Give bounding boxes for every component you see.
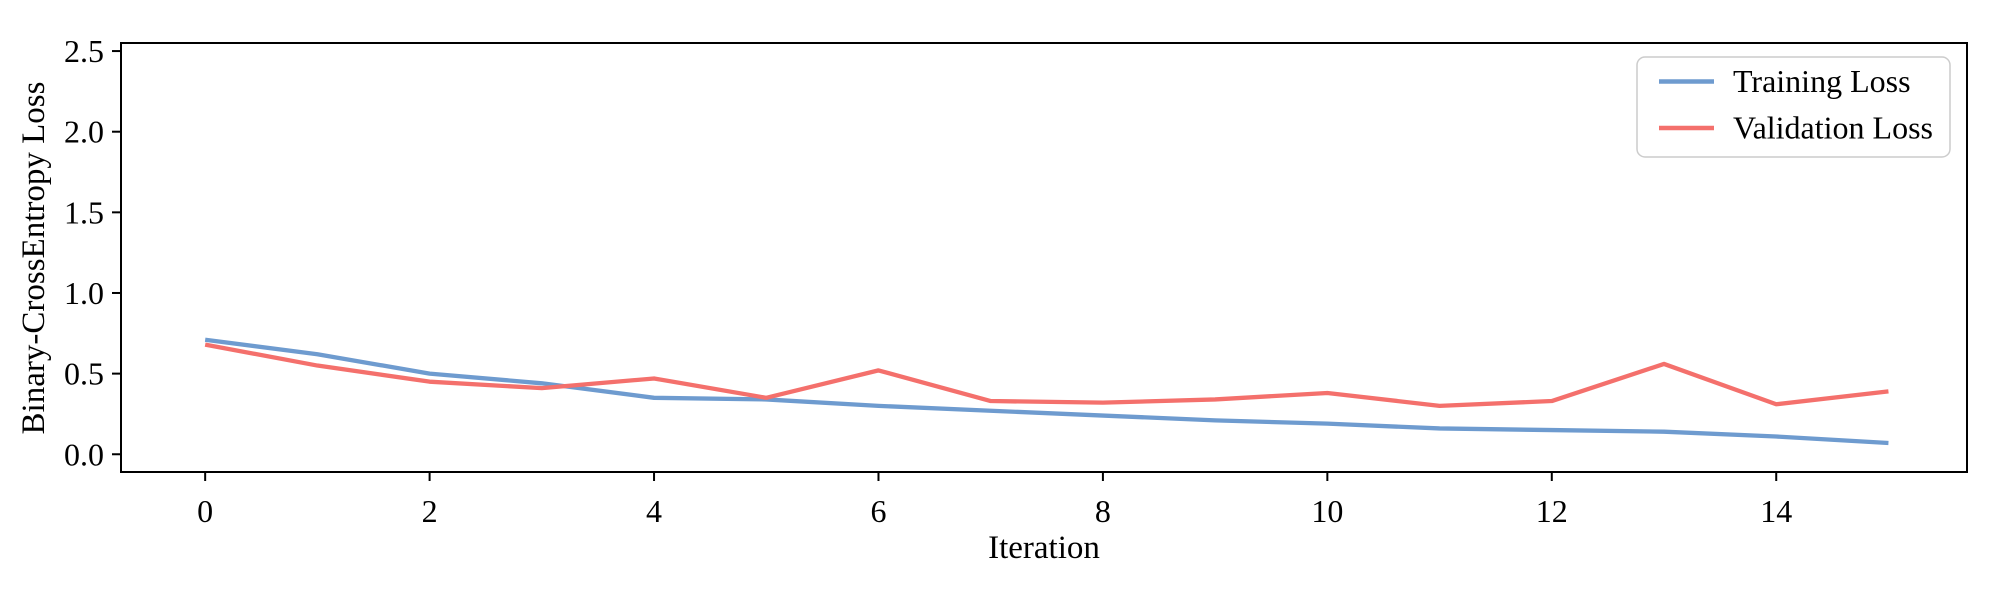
series-lines [204,337,1889,446]
legend: Training Loss Validation Loss [1636,56,1951,158]
series-line-validation [204,342,1889,409]
y-axis-label: Binary-CrossEntropy Loss [16,82,52,435]
series-line-training [204,337,1889,446]
plot-frame [120,42,1968,473]
legend-label: Training Loss [1733,63,1911,99]
x-tick-label: 14 [1760,493,1792,529]
legend-label: Validation Loss [1733,110,1933,146]
y-tick-label: 0.0 [64,436,104,472]
y-tick-label: 0.5 [64,356,104,392]
y-tick-label: 2.0 [64,114,104,150]
x-tick-label: 2 [422,493,438,529]
x-axis-label: Iteration [988,530,1100,566]
plot-area [120,42,1968,473]
y-axis: 0.0 0.5 1.0 1.5 2.0 2.5 [64,33,121,472]
x-tick-label: 10 [1311,493,1343,529]
x-tick-label: 8 [1095,493,1111,529]
legend-box [1636,56,1951,158]
x-tick-label: 4 [646,493,662,529]
y-tick-label: 2.5 [64,33,104,69]
x-axis: 0 2 4 6 8 10 12 14 [197,472,1792,529]
y-tick-label: 1.0 [64,275,104,311]
x-tick-label: 12 [1536,493,1568,529]
y-tick-label: 1.5 [64,194,104,230]
x-tick-label: 6 [870,493,886,529]
x-tick-label: 0 [197,493,213,529]
